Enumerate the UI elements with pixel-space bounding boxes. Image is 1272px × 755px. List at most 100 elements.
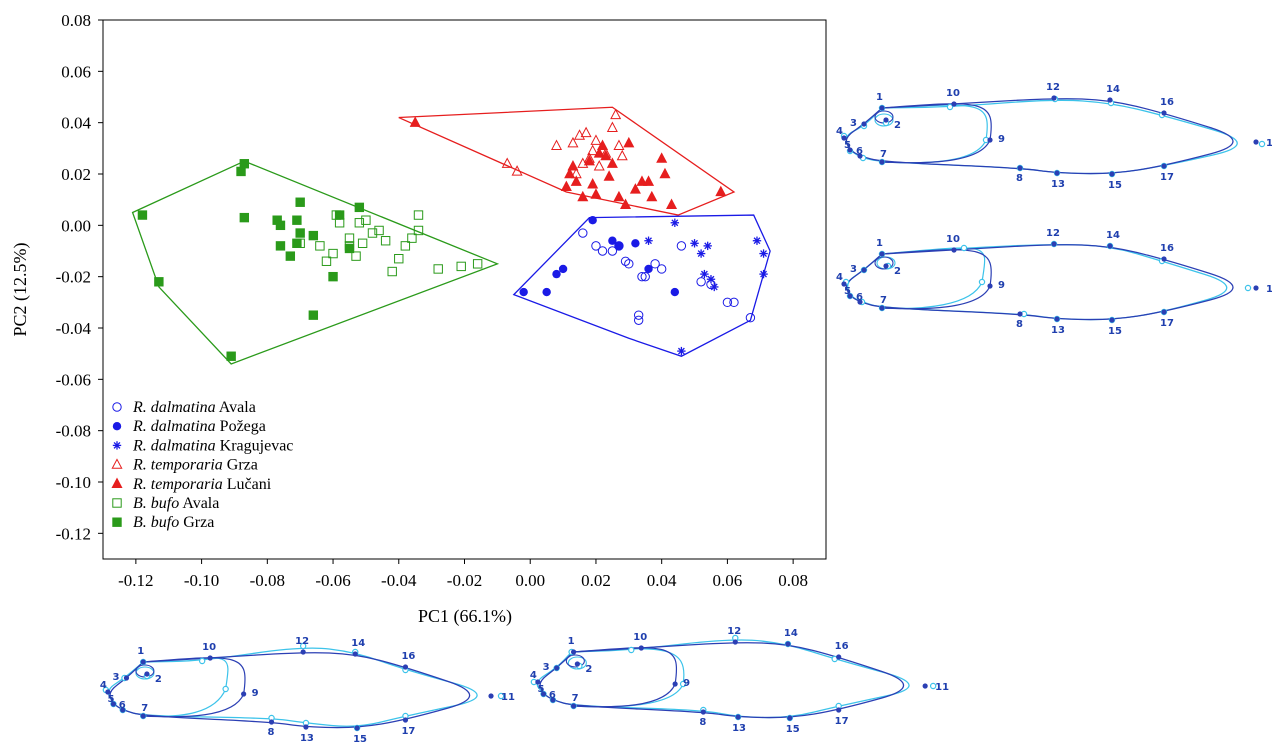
landmark-dark [488, 693, 494, 699]
landmark-label: 13 [1051, 325, 1065, 336]
landmark-dark [987, 137, 993, 143]
data-point [659, 167, 671, 179]
x-tick-label: -0.08 [250, 571, 285, 590]
data-point [560, 180, 572, 192]
data-point [752, 236, 762, 245]
landmark-label: 5 [844, 286, 851, 297]
landmark-label: 3 [543, 662, 550, 673]
y-tick-label: 0.06 [61, 62, 91, 81]
data-point [722, 297, 733, 308]
landmark-light [1258, 140, 1266, 148]
asterisk-stroke [113, 441, 121, 449]
asterisk-stroke [677, 347, 685, 355]
landmark-label: 5 [107, 694, 114, 705]
data-point [610, 108, 622, 120]
data-point [606, 121, 618, 132]
legend-genus: R. temporaria [132, 476, 223, 493]
landmark-light [198, 657, 206, 665]
landmark-dark [105, 689, 111, 695]
data-point [715, 185, 727, 197]
scatter-plot: -0.12 -0.10 -0.08 -0.06 -0.04 -0.02 0.00 0.02 0.… [10, 11, 827, 627]
data-point [308, 310, 319, 320]
landmark-light [222, 685, 229, 693]
landmark-label: 5 [538, 684, 545, 695]
landmark-dark [571, 649, 577, 655]
outline-light-inner [143, 657, 229, 717]
data-point [696, 249, 706, 258]
legend-locality: Grza [223, 457, 258, 474]
landmark-dark [1051, 241, 1057, 247]
data-point [394, 254, 404, 264]
x-axis-label: PC1 (66.1%) [418, 606, 512, 627]
landmark-label: 11 [1266, 284, 1272, 295]
asterisk-stroke [700, 270, 708, 278]
x-tick-label: -0.10 [184, 571, 219, 590]
legend-label: R. dalmatina Kragujevac [132, 437, 293, 454]
data-point [570, 175, 582, 186]
data-point [567, 160, 579, 171]
legend-locality: Požega [216, 418, 266, 435]
data-point [137, 210, 148, 220]
landmark-dark [787, 715, 793, 721]
landmark-label: 16 [835, 641, 849, 652]
y-tick-label: 0.02 [61, 165, 91, 184]
landmark-light [497, 692, 505, 700]
landmark-label: 12 [727, 626, 741, 637]
landmark-label: 11 [501, 692, 515, 703]
landmark-label: 14 [351, 638, 365, 649]
landmark-label: 10 [946, 234, 960, 245]
outline-light-inner [571, 648, 685, 708]
outline-light-inner [881, 247, 986, 310]
data-point [583, 154, 595, 166]
landmark-dark [1161, 309, 1167, 315]
data-point [729, 297, 739, 308]
x-tick-label: 0.06 [713, 571, 743, 590]
convex-hull [398, 106, 736, 216]
landmark-dark [847, 293, 853, 299]
landmark-dark [402, 664, 409, 670]
data-point [354, 202, 365, 213]
landmark-label: 14 [784, 628, 798, 639]
data-point [759, 249, 768, 258]
data-point [637, 271, 647, 282]
data-point [328, 271, 338, 282]
data-point [700, 269, 709, 279]
landmark-dark [571, 703, 577, 709]
landmark-dark [883, 117, 889, 123]
asterisk-stroke [697, 250, 705, 257]
landmark-dark [836, 707, 842, 713]
landmark-dark [951, 247, 957, 253]
landmark-label: 9 [252, 688, 259, 699]
legend-genus: R. dalmatina [132, 418, 216, 435]
landmark-light [679, 680, 687, 688]
outline-dark-inner [881, 103, 992, 164]
data-point [620, 198, 632, 209]
y-tick-label: -0.06 [56, 370, 91, 389]
landmark-dark [951, 101, 957, 107]
landmark-dark [110, 701, 117, 707]
y-tick-label: -0.04 [56, 319, 92, 338]
outline-dark-inner [573, 647, 678, 708]
data-point [558, 264, 568, 274]
x-tick-label: 0.04 [647, 571, 677, 590]
landmark-label: 6 [549, 690, 556, 701]
landmark-dark [638, 645, 644, 651]
data-point [591, 241, 601, 251]
data-point [380, 236, 391, 246]
landmark-dark [120, 707, 126, 713]
x-tick-label: 0.00 [515, 571, 545, 590]
data-point [328, 248, 338, 259]
legend-genus: R. temporaria [132, 457, 223, 474]
landmark-label: 15 [1108, 326, 1122, 337]
data-point [472, 259, 483, 269]
y-tick-label: -0.10 [56, 473, 91, 492]
landmark-dark [1107, 97, 1113, 103]
data-point [387, 266, 397, 277]
data-point [587, 177, 599, 189]
data-point [295, 228, 305, 238]
data-point [354, 218, 365, 228]
landmark-dark [550, 697, 556, 703]
landmark-dark [861, 121, 867, 127]
